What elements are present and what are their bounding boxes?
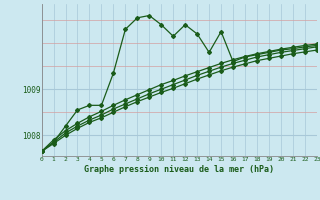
X-axis label: Graphe pression niveau de la mer (hPa): Graphe pression niveau de la mer (hPa) <box>84 165 274 174</box>
